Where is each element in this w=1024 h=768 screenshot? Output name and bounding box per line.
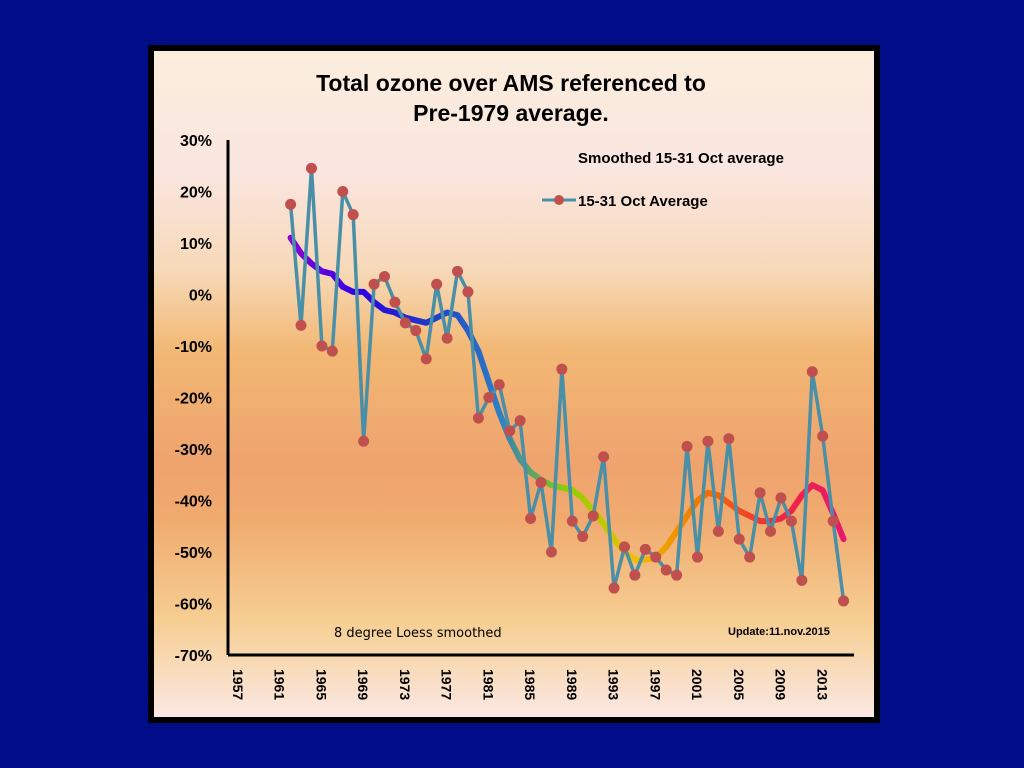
legend-average-label: 15-31 Oct Average	[578, 193, 708, 210]
average-point	[629, 569, 641, 581]
x-tick-label: 1981	[480, 669, 496, 700]
chart-title-line2: Pre-1979 average.	[413, 100, 609, 126]
average-point	[368, 278, 380, 290]
x-tick-label: 2005	[731, 669, 747, 700]
average-point	[765, 525, 777, 537]
average-point	[504, 425, 516, 437]
average-point	[692, 551, 703, 563]
y-tick-label: -40%	[175, 494, 212, 511]
average-point	[587, 510, 599, 522]
average-point	[472, 412, 484, 424]
y-tick-label: -10%	[175, 339, 212, 356]
average-point	[608, 582, 620, 594]
average-point	[441, 332, 453, 344]
legend-smoothed-label: Smoothed 15-31 Oct average	[578, 150, 784, 167]
average-point	[702, 435, 714, 447]
legend-average-marker	[554, 195, 564, 205]
loess-note: 8 degree Loess smoothed	[334, 626, 502, 641]
average-point	[827, 515, 839, 527]
average-point	[316, 340, 328, 352]
series-area	[285, 162, 850, 607]
x-tick-label: 1957	[230, 669, 246, 700]
y-tick-label: -60%	[175, 597, 212, 614]
average-point	[817, 430, 829, 442]
average-point	[305, 162, 317, 174]
y-tick-label: -30%	[175, 442, 212, 459]
average-point	[545, 546, 557, 558]
x-tick-label: 1977	[439, 669, 455, 700]
chart-frame: Total ozone over AMS referenced to Pre-1…	[148, 45, 880, 723]
average-point	[566, 515, 578, 527]
average-series-line	[288, 166, 846, 602]
x-tick-label: 1969	[355, 669, 371, 700]
average-point	[535, 476, 547, 488]
y-tick-label: 10%	[180, 236, 212, 253]
average-point	[796, 574, 808, 586]
average-point	[598, 451, 610, 463]
average-point	[775, 492, 787, 504]
x-tick-label: 2001	[689, 669, 705, 700]
y-tick-label: 0%	[189, 288, 212, 305]
average-point	[358, 435, 370, 447]
average-point	[525, 513, 537, 525]
average-point	[723, 433, 735, 445]
average-point	[785, 515, 797, 527]
average-point	[806, 366, 818, 378]
ozone-chart: Total ozone over AMS referenced to Pre-1…	[175, 70, 854, 700]
average-point	[556, 363, 568, 375]
average-point	[733, 533, 745, 545]
x-tick-label: 1997	[647, 669, 663, 700]
average-point	[431, 278, 443, 290]
average-point	[347, 209, 359, 221]
average-point	[650, 551, 662, 563]
average-point	[744, 551, 756, 563]
average-point	[514, 415, 526, 427]
legend: Smoothed 15-31 Oct average 15-31 Oct Ave…	[542, 150, 784, 210]
average-point	[295, 319, 307, 331]
average-point	[577, 531, 589, 543]
average-point	[838, 595, 850, 607]
smoothed-series-line	[287, 234, 847, 563]
average-point	[618, 541, 630, 553]
x-axis: 1957 1961 1965 1969 1973 1977 1981 1985 1989 1993…	[228, 653, 854, 700]
average-point	[671, 569, 683, 581]
x-tick-label: 1993	[606, 669, 622, 700]
average-point	[639, 543, 651, 555]
y-tick-label: -70%	[175, 648, 212, 665]
average-point	[420, 353, 432, 365]
chart-title-line1: Total ozone over AMS referenced to	[316, 70, 706, 96]
update-note: Update:11.nov.2015	[728, 626, 830, 638]
average-point	[712, 525, 724, 537]
y-tick-label: -50%	[175, 545, 212, 562]
x-tick-label: 1973	[397, 669, 413, 700]
x-tick-label: 2009	[773, 669, 789, 700]
x-tick-label: 1961	[272, 669, 288, 700]
average-point	[493, 379, 505, 391]
average-point	[681, 440, 693, 452]
x-tick-label: 2013	[814, 669, 830, 700]
x-tick-label: 1989	[564, 669, 580, 700]
average-point	[452, 265, 464, 277]
y-axis: 30% 20% 10% 0% -10% -20% -30% -40% -50% -60% -70%	[175, 133, 230, 665]
y-tick-label: 20%	[180, 185, 212, 202]
average-point	[389, 296, 401, 308]
average-point	[660, 564, 672, 576]
x-tick-label: 1965	[313, 669, 329, 700]
average-point	[285, 198, 297, 210]
plot-card: Total ozone over AMS referenced to Pre-1…	[154, 51, 874, 717]
average-point	[410, 325, 422, 337]
average-point	[326, 345, 338, 357]
average-point	[399, 317, 411, 329]
x-tick-label: 1985	[522, 669, 538, 700]
average-point	[483, 392, 495, 403]
y-tick-label: 30%	[180, 133, 212, 150]
average-point	[462, 286, 474, 298]
average-point	[754, 487, 766, 499]
average-point	[337, 186, 349, 197]
average-point	[379, 270, 390, 282]
y-tick-label: -20%	[175, 391, 212, 408]
